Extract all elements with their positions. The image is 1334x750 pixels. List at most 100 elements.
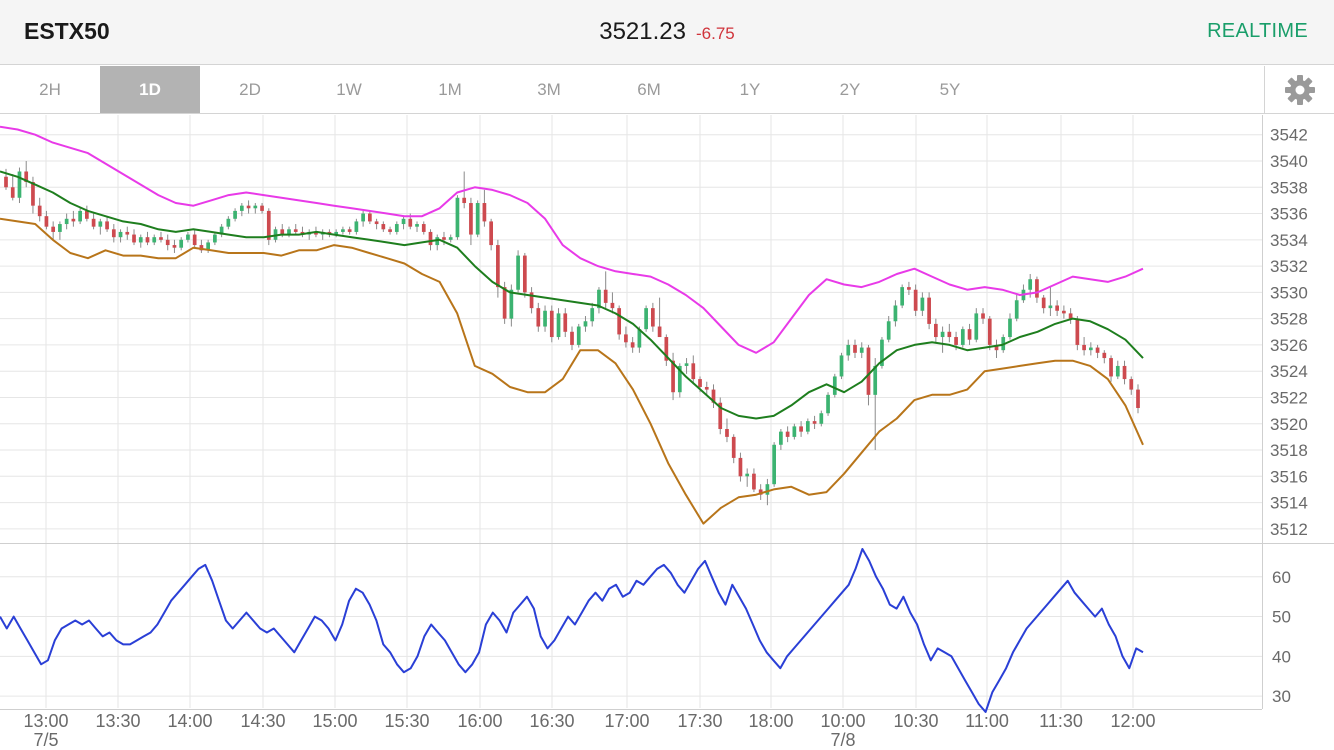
tab-1w[interactable]: 1W <box>336 80 362 99</box>
tab-1y[interactable]: 1Y <box>739 80 761 99</box>
candle-up <box>341 229 345 232</box>
candle-up <box>960 329 965 345</box>
candle-down <box>10 187 15 198</box>
candle-up <box>677 365 682 393</box>
candle-down <box>529 292 534 309</box>
settings-button[interactable] <box>1264 66 1334 113</box>
time-tick-label: 12:00 <box>1110 711 1155 731</box>
candle-up <box>974 313 979 340</box>
oscillator-tick-label: 30 <box>1272 687 1291 706</box>
price-tick-label: 3528 <box>1270 310 1308 329</box>
candle-up <box>920 297 925 311</box>
candle-up <box>138 237 143 243</box>
candle-down <box>314 231 318 235</box>
candle-up <box>287 229 291 235</box>
candle-down <box>496 245 500 288</box>
time-tick-label: 10:00 <box>820 711 865 731</box>
candle-down <box>711 389 716 403</box>
date-label: 7/8 <box>830 730 855 750</box>
candle-up <box>239 205 244 211</box>
tab-2d[interactable]: 2D <box>239 80 261 99</box>
price-tick-label: 3532 <box>1270 257 1308 276</box>
candle-down <box>280 229 285 235</box>
price-tick-label: 3522 <box>1270 388 1308 407</box>
time-tick-label: 18:00 <box>748 711 793 731</box>
tab-2y[interactable]: 2Y <box>839 80 861 99</box>
candle-up <box>1014 300 1019 319</box>
candle-down <box>934 323 938 338</box>
candle-down <box>374 221 379 225</box>
candle-down <box>536 308 541 327</box>
candle-down <box>1136 389 1140 408</box>
candle-down <box>421 224 426 232</box>
candle-down <box>159 237 163 240</box>
candle-up <box>179 239 184 248</box>
candle-down <box>718 402 723 430</box>
candle-up <box>401 218 406 225</box>
candle-up <box>253 205 258 209</box>
candle-up <box>684 363 689 366</box>
time-tick-label: 17:00 <box>604 711 649 731</box>
candle-down <box>469 203 473 235</box>
candle-up <box>78 210 82 222</box>
last-price: 3521.23 <box>599 18 686 45</box>
candle-up <box>597 289 601 309</box>
tab-2h[interactable]: 2H <box>39 80 61 99</box>
candle-up <box>846 344 851 356</box>
candle-down <box>630 342 635 348</box>
candle-down <box>172 245 177 248</box>
candle-down <box>489 221 493 246</box>
tab-1m[interactable]: 1M <box>438 80 462 99</box>
tab-6m[interactable]: 6M <box>637 80 661 99</box>
tab-3m[interactable]: 3M <box>537 80 561 99</box>
candle-up <box>17 171 22 198</box>
candle-down <box>954 337 958 345</box>
candle-down <box>731 436 736 458</box>
candle-down <box>651 308 655 327</box>
candle-up <box>516 255 520 290</box>
time-tick-label: 14:30 <box>240 711 285 731</box>
candle-up <box>448 237 453 240</box>
tab-5y[interactable]: 5Y <box>939 80 961 99</box>
candle-down <box>785 431 790 437</box>
price-tick-label: 3538 <box>1270 178 1308 197</box>
price-tick-label: 3512 <box>1270 520 1308 539</box>
candle-up <box>772 444 776 485</box>
candle-up <box>765 484 770 495</box>
oscillator-line <box>0 548 1144 713</box>
candle-down <box>428 231 433 246</box>
realtime-label[interactable]: REALTIME <box>1207 20 1308 42</box>
candle-down <box>522 255 527 293</box>
candle-down <box>266 210 271 240</box>
candle-down <box>927 297 931 324</box>
candle-up <box>826 394 830 414</box>
candle-down <box>91 218 96 227</box>
candle-down <box>442 237 446 240</box>
candle-down <box>617 308 622 335</box>
candle-up <box>219 226 224 235</box>
candle-down <box>671 360 675 393</box>
candle-down <box>111 229 116 238</box>
tab-1d[interactable]: 1D <box>100 66 200 113</box>
candle-up <box>64 218 69 225</box>
oscillator-tick-label: 40 <box>1272 647 1291 666</box>
candle-up <box>186 234 190 240</box>
candle-down <box>368 213 372 222</box>
candle-down <box>1082 344 1086 351</box>
candle-up <box>361 213 365 222</box>
candle-up <box>1048 305 1053 309</box>
candle-up <box>475 203 480 235</box>
candle-down <box>293 229 298 232</box>
candle-up <box>58 224 62 232</box>
candle-down <box>1122 365 1127 380</box>
candle-down <box>610 302 615 309</box>
candle-up <box>940 331 945 338</box>
candle-down <box>1035 279 1039 298</box>
price-tick-label: 3516 <box>1270 467 1308 486</box>
middle-band-line <box>0 170 1144 420</box>
gear-icon <box>1284 74 1315 105</box>
candle-up <box>859 347 864 353</box>
candle-down <box>51 226 56 232</box>
candle-up <box>354 221 359 232</box>
candle-down <box>947 331 952 338</box>
